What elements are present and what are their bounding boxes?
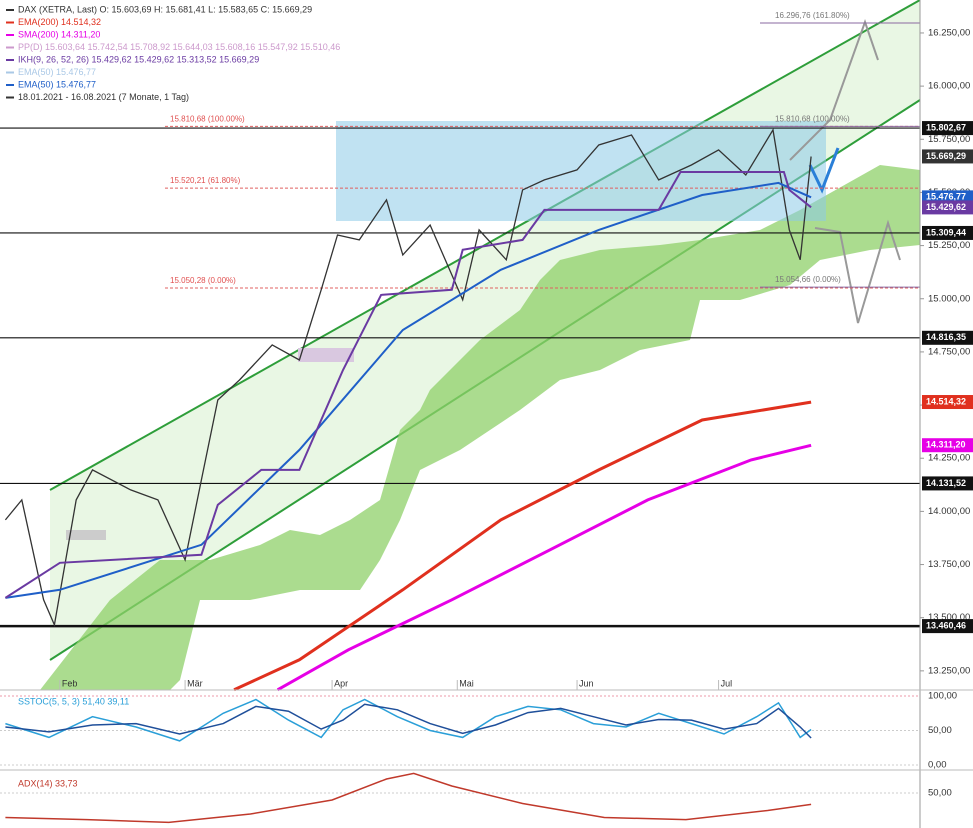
- fib-label: 15.520,21 (61.80%): [170, 176, 241, 185]
- y-tick-label: 13.250,00: [928, 665, 970, 676]
- legend-text: EMA(50) 15.476,77: [18, 67, 96, 77]
- fib-label: 15.050,28 (0.00%): [170, 276, 236, 285]
- y-tick-label: 15.250,00: [928, 240, 970, 251]
- legend-text: SMA(200) 14.311,20: [18, 29, 100, 39]
- x-tick-label: Mär: [187, 678, 203, 688]
- level-box: [922, 619, 973, 634]
- fib-label: 16.296,76 (161.80%): [775, 11, 850, 20]
- fib-label: 15.810,68 (100.00%): [775, 114, 850, 123]
- legend-swatch: [6, 84, 14, 86]
- x-tick-label: Jul: [721, 678, 733, 688]
- level-box: [922, 225, 973, 240]
- y-tick-label: 13.500,00: [928, 612, 970, 623]
- series-line: [5, 181, 812, 599]
- legend-swatch: [6, 46, 14, 49]
- ichimoku-cloud: [40, 165, 920, 690]
- level-box: [922, 149, 973, 164]
- legend-swatch: [6, 21, 14, 24]
- scenario-arrow: [808, 147, 840, 194]
- legend-text: DAX (XETRA, Last) O: 15.603,69 H: 15.681…: [18, 4, 312, 14]
- panel-title: SSTOC(5, 5, 3) 51,40 39,11: [18, 696, 129, 706]
- level-label: 15.309,44: [926, 227, 966, 237]
- y-tick-label: 16.000,00: [928, 81, 970, 92]
- legend-swatch: [6, 71, 14, 74]
- level-label: 15.669,29: [926, 151, 966, 161]
- x-tick-label: Feb: [62, 678, 78, 688]
- series-line: [5, 703, 812, 739]
- y-tick-label: 14.750,00: [928, 346, 970, 357]
- legend-text: PP(D) 15.603,64 15.742,54 15.708,92 15.6…: [18, 42, 340, 52]
- series-line: [4, 171, 812, 599]
- level-label: 15.429,62: [926, 202, 966, 212]
- fib-label: 15.054,66 (0.00%): [775, 275, 841, 284]
- level-box: [922, 476, 973, 491]
- legend-swatch: [6, 34, 14, 36]
- zone-box: [66, 530, 106, 540]
- x-tick-label: Apr: [334, 678, 348, 688]
- y-tick-label: 50,00: [928, 788, 952, 799]
- level-label: 14.131,52: [926, 478, 966, 488]
- y-tick-label: 14.000,00: [928, 506, 970, 517]
- level-label: 15.476,77: [926, 192, 966, 202]
- y-tick-label: 15.000,00: [928, 293, 970, 304]
- y-tick-label: 14.250,00: [928, 453, 970, 464]
- level-label: 14.514,32: [926, 396, 966, 406]
- channel-top: [49, 0, 921, 491]
- zone-box: [298, 348, 354, 362]
- level-box: [922, 395, 973, 410]
- level-label: 15.802,67: [926, 122, 966, 132]
- y-tick-label: 15.750,00: [928, 134, 970, 145]
- level-label: 14.816,35: [926, 332, 966, 342]
- y-tick-label: 13.750,00: [928, 559, 970, 570]
- x-tick-label: Jun: [579, 678, 594, 688]
- y-tick-label: 50,00: [928, 725, 952, 736]
- level-box: [922, 200, 973, 215]
- scenario-arrow: [814, 219, 901, 324]
- y-tick-label: 16.250,00: [928, 27, 970, 38]
- legend-text: EMA(200) 14.514,32: [18, 17, 101, 27]
- y-tick-label: 0,00: [928, 760, 947, 771]
- legend-text: 18.01.2021 - 16.08.2021 (7 Monate, 1 Tag…: [18, 92, 189, 102]
- legend-swatch: [6, 59, 14, 61]
- legend-swatch: [6, 96, 14, 99]
- fib-label: 15.810,68 (100.00%): [170, 114, 245, 123]
- legend-text: EMA(50) 15.476,77: [18, 79, 96, 89]
- level-label: 13.460,46: [926, 620, 966, 630]
- panel-title: ADX(14) 33,73: [18, 778, 78, 788]
- y-tick-label: 100,00: [928, 691, 957, 702]
- level-label: 14.311,20: [926, 440, 966, 450]
- series-line: [5, 698, 812, 742]
- series-line: [5, 772, 812, 824]
- series-line: [233, 400, 812, 692]
- legend-text: IKH(9, 26, 52, 26) 15.429,62 15.429,62 1…: [18, 54, 259, 64]
- x-tick-label: Mai: [459, 678, 474, 688]
- scenario-arrow: [789, 18, 879, 161]
- series-line: [276, 443, 812, 692]
- level-box: [922, 330, 973, 345]
- legend-swatch: [6, 9, 14, 11]
- level-box: [922, 121, 973, 136]
- series-line: [4, 128, 812, 628]
- level-box: [922, 438, 973, 453]
